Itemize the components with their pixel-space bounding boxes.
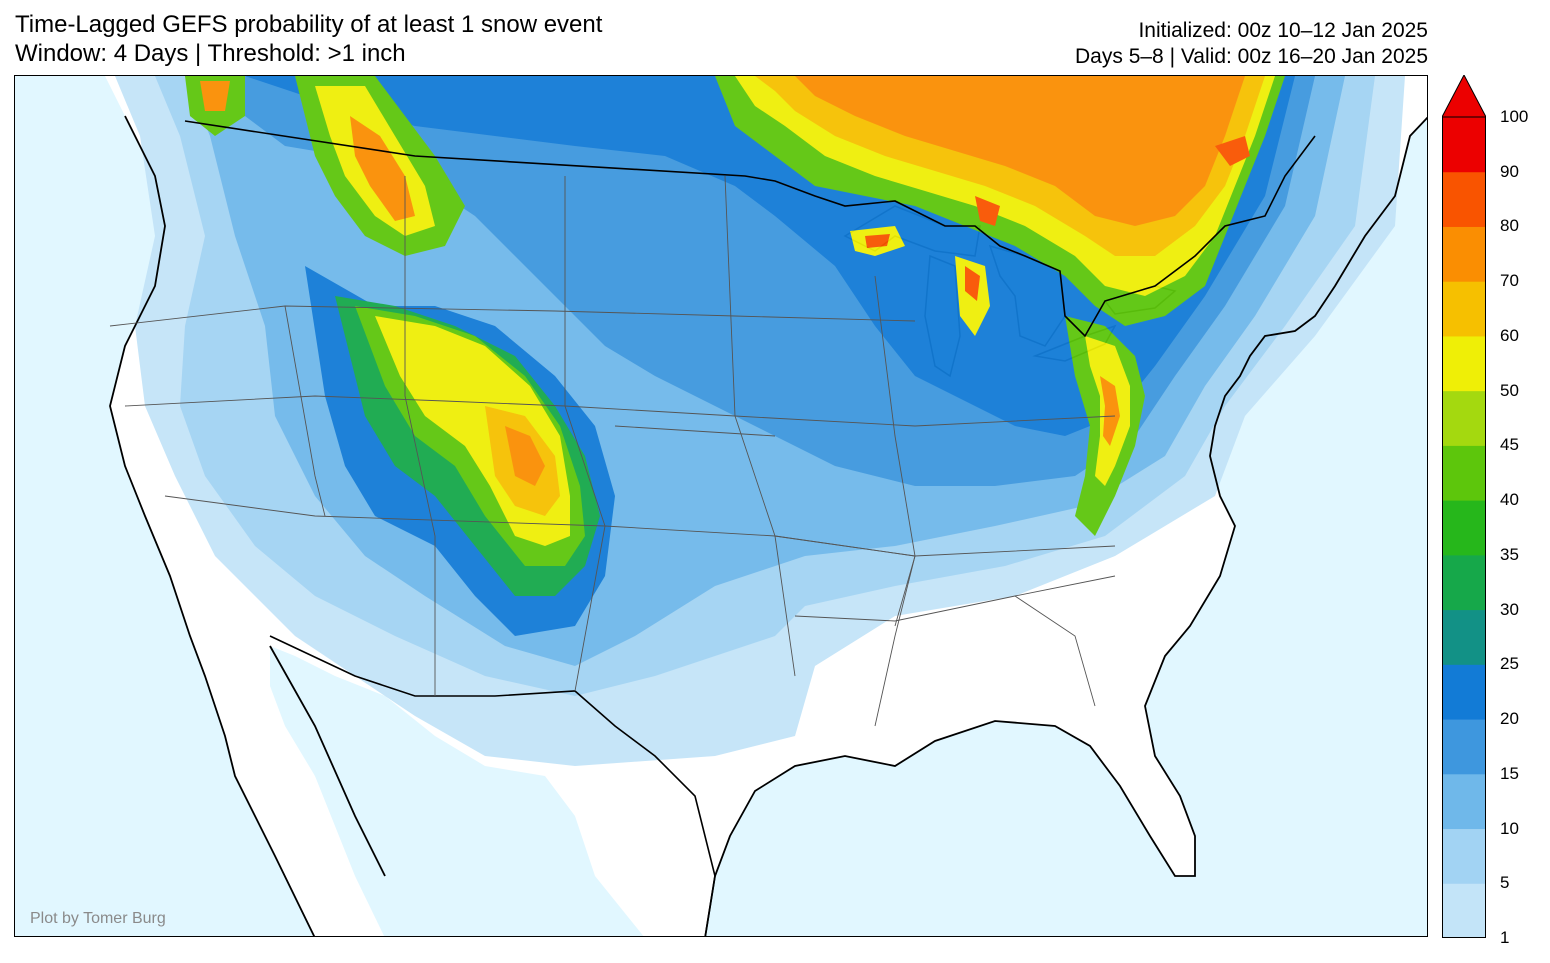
colorbar-segment: [1442, 226, 1486, 282]
colorbar-segment: [1442, 117, 1486, 173]
colorbar-tick-label: 25: [1500, 654, 1519, 674]
colorbar-tick-label: 30: [1500, 599, 1519, 619]
colorbar-tick-label: 70: [1500, 271, 1519, 291]
colorbar-tick-label: 20: [1500, 709, 1519, 729]
colorbar-tick-label: 45: [1500, 435, 1519, 455]
colorbar-tick-label: 15: [1500, 763, 1519, 783]
coastlines: [109, 115, 1427, 936]
colorbar-segment: [1442, 390, 1486, 446]
colorbar-tick-label: 100: [1500, 107, 1529, 126]
colorbar-segment: [1442, 500, 1486, 556]
colorbar-tick-label: 90: [1500, 161, 1519, 181]
colorbar-tick-label: 80: [1500, 216, 1519, 236]
map-frame: Plot by Tomer Burg: [14, 75, 1428, 937]
colorbar-segment: [1442, 445, 1486, 501]
colorbar-tick-label: 5: [1500, 873, 1510, 893]
colorbar-tick-label: 1: [1500, 928, 1510, 947]
colorbar-frame: [1442, 116, 1486, 938]
colorbar: [1442, 75, 1486, 938]
title-block: Time-Lagged GEFS probability of at least…: [15, 10, 602, 68]
colorbar-tick-label: 35: [1500, 544, 1519, 564]
colorbar-segment: [1442, 281, 1486, 337]
state-borders: [109, 175, 1116, 727]
country-borders: [184, 120, 1316, 936]
colorbar-segment: [1442, 554, 1486, 611]
meta-block: Initialized: 00z 10–12 Jan 2025 Days 5–8…: [1075, 18, 1428, 70]
colorbar-segment: [1442, 773, 1486, 830]
colorbar-extend-arrow: [1442, 75, 1486, 118]
colorbar-tick-label: 60: [1500, 325, 1519, 345]
colorbar-tick-label: 40: [1500, 490, 1519, 510]
colorbar-segment: [1442, 719, 1486, 775]
title-line-2: Window: 4 Days | Threshold: >1 inch: [15, 40, 406, 67]
plot-credit: Plot by Tomer Burg: [30, 910, 166, 927]
colorbar-segment: [1442, 609, 1486, 665]
initialized-label: Initialized: 00z 10–12 Jan 2025: [1138, 19, 1428, 42]
colorbar-segment: [1442, 664, 1486, 720]
colorbar-segment: [1442, 335, 1486, 392]
map-svg: [105, 76, 1427, 936]
colorbar-tick-label: 50: [1500, 380, 1519, 400]
colorbar-tick-label: 10: [1500, 818, 1519, 838]
colorbar-segment: [1442, 883, 1486, 938]
title-line-1: Time-Lagged GEFS probability of at least…: [15, 11, 603, 38]
valid-label: Days 5–8 | Valid: 00z 16–20 Jan 2025: [1075, 45, 1428, 68]
probability-fill: [115, 76, 1405, 766]
colorbar-segment: [1442, 828, 1486, 884]
colorbar-segment: [1442, 171, 1486, 227]
